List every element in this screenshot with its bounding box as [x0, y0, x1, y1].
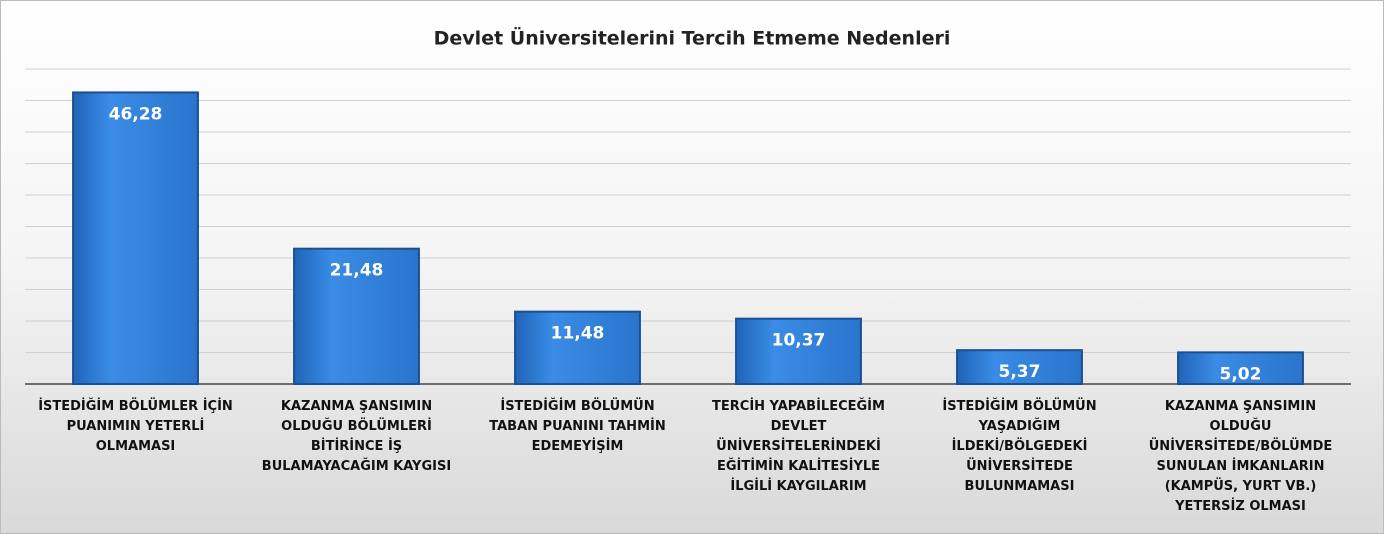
value-label: 11,48 — [551, 324, 605, 344]
bar — [735, 317, 862, 386]
chart-title: Devlet Üniversitelerini Tercih Etmeme Ne… — [434, 26, 951, 50]
bar — [72, 91, 199, 385]
x-tick-label: KAZANMA ŞANSIMIN OLDUĞU BÖLÜMLERİ BİTİRİ… — [261, 399, 452, 474]
x-tick-label: İSTEDİĞİM BÖLÜMLER İÇİN PUANIMIN YETERLİ… — [38, 399, 233, 454]
bar — [956, 349, 1083, 386]
value-label: 46,28 — [109, 104, 163, 124]
x-tick-label: KAZANMA ŞANSIMIN OLDUĞU ÜNİVERSİTEDE/BÖL… — [1148, 399, 1333, 514]
value-label: 5,02 — [1220, 364, 1262, 384]
value-label: 10,37 — [772, 331, 826, 351]
value-label: 21,48 — [330, 261, 384, 281]
x-tick-label: İSTEDİĞİM BÖLÜMÜN YAŞADIĞIM İLDEKİ/BÖLGE… — [942, 399, 1097, 494]
x-tick-label: TERCİH YAPABİLECEĞİM DEVLET ÜNİVERSİTELE… — [712, 399, 885, 494]
bar — [514, 310, 641, 385]
value-label: 5,37 — [999, 362, 1041, 382]
bar — [293, 247, 420, 385]
x-tick-label: İSTEDİĞİM BÖLÜMÜN TABAN PUANINI TAHMİN E… — [489, 399, 666, 454]
bar — [1177, 351, 1304, 385]
